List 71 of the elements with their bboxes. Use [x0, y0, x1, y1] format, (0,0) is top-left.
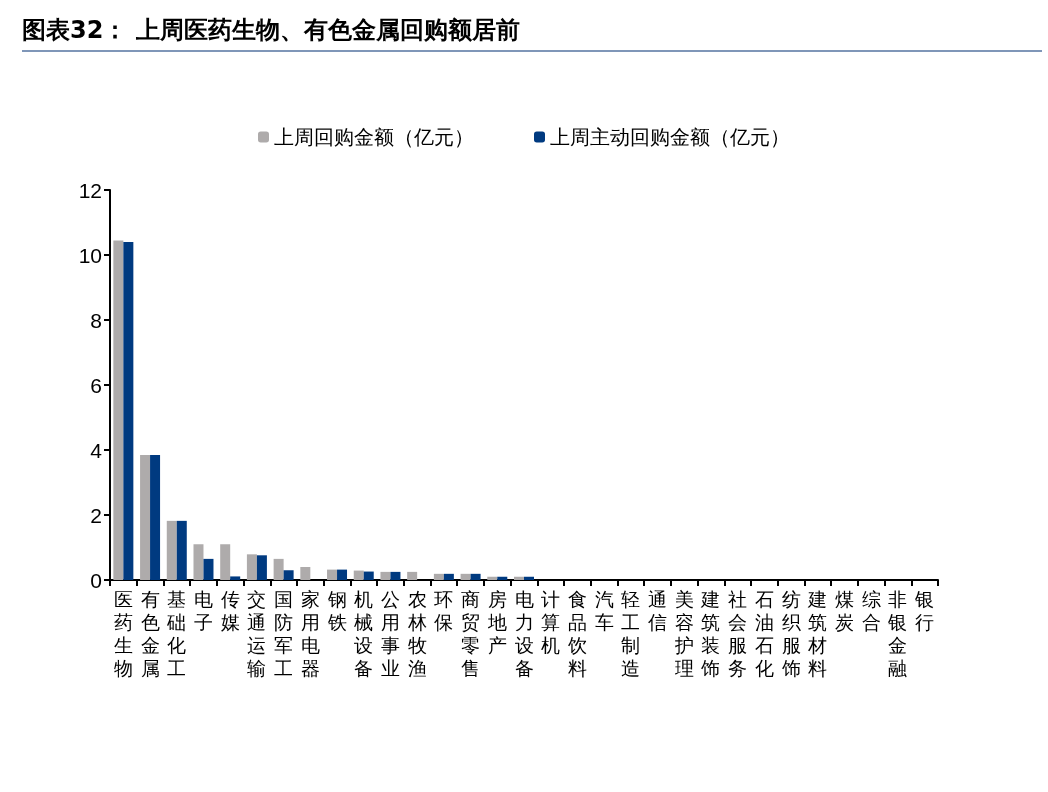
bar [230, 576, 241, 580]
bar [363, 571, 374, 580]
bar [166, 520, 177, 580]
x-tick-label: 建筑材料 [807, 589, 828, 679]
x-tick-label: 公用事业 [380, 589, 400, 679]
x-tick-label: 家用电器 [300, 589, 320, 679]
bar [514, 576, 524, 580]
bar [256, 555, 267, 580]
chart-title: 图表32： 上周医药生物、有色金属回购额居前 [22, 15, 520, 46]
x-tick-label: 医药生物 [113, 589, 133, 679]
x-tick-label: 电力设备 [514, 589, 534, 679]
bar [460, 573, 471, 580]
bar [487, 576, 498, 580]
x-tick-label: 基础化工 [166, 589, 187, 679]
x-tick-label: 非银金融 [887, 589, 908, 679]
bar [273, 558, 284, 580]
bar [300, 567, 311, 580]
bar [176, 520, 187, 580]
bar [380, 571, 391, 580]
bar [524, 576, 534, 580]
bar [123, 242, 134, 580]
bar [140, 454, 151, 580]
x-tick-label: 传媒 [220, 589, 240, 633]
x-tick-label: 美容护理 [673, 589, 694, 679]
x-tick-label: 计算机 [541, 589, 561, 656]
bar [390, 571, 401, 580]
bar [193, 544, 204, 580]
bar [497, 576, 508, 580]
x-tick-label: 轻工制造 [621, 589, 641, 679]
x-tick-label: 国防军工 [274, 589, 294, 679]
x-tick-label: 商贸零售 [461, 589, 481, 679]
x-tick-label: 汽车 [594, 589, 614, 633]
bar [283, 570, 294, 580]
legend-label: 上周主动回购金额（亿元） [550, 126, 790, 148]
x-tick-label: 银行 [914, 589, 935, 633]
y-tick-label: 4 [90, 438, 103, 462]
bar [327, 569, 338, 580]
x-tick-label: 交通运输 [247, 589, 267, 679]
x-tick-label: 钢铁 [326, 589, 347, 633]
bar [353, 570, 364, 580]
x-tick-label: 建筑装饰 [700, 589, 721, 679]
x-tick-label: 石油石化 [754, 589, 774, 679]
x-tick-label: 环保 [434, 589, 454, 633]
bar [337, 569, 348, 580]
bar [150, 454, 161, 580]
x-tick-label: 食品饮料 [566, 589, 587, 679]
x-tick-label: 电子 [193, 589, 213, 633]
x-tick-label: 煤炭 [835, 589, 855, 633]
y-tick-label: 10 [78, 243, 102, 267]
bar [203, 558, 214, 580]
x-tick-label: 房地产 [486, 589, 507, 656]
bar [433, 573, 444, 580]
x-tick-label: 社会服务 [728, 589, 748, 679]
bar [113, 240, 124, 580]
bar [470, 573, 481, 580]
bar [246, 554, 257, 580]
y-tick-label: 8 [90, 308, 102, 332]
x-tick-label: 有色金属 [140, 589, 160, 679]
x-tick-label: 机械设备 [354, 589, 374, 679]
y-tick-label: 12 [78, 178, 102, 202]
x-tick-label: 综合 [861, 589, 881, 633]
y-tick-label: 2 [90, 503, 102, 527]
x-tick-label: 通信 [648, 589, 668, 633]
y-tick-label: 0 [90, 568, 102, 592]
y-tick-label: 6 [90, 373, 102, 397]
x-tick-label: 纺织服饰 [780, 589, 801, 679]
bar [220, 544, 231, 580]
legend-label: 上周回购金额（亿元） [274, 126, 474, 148]
bar [443, 573, 454, 580]
x-tick-label: 农林牧渔 [406, 589, 427, 679]
bar [407, 571, 418, 580]
